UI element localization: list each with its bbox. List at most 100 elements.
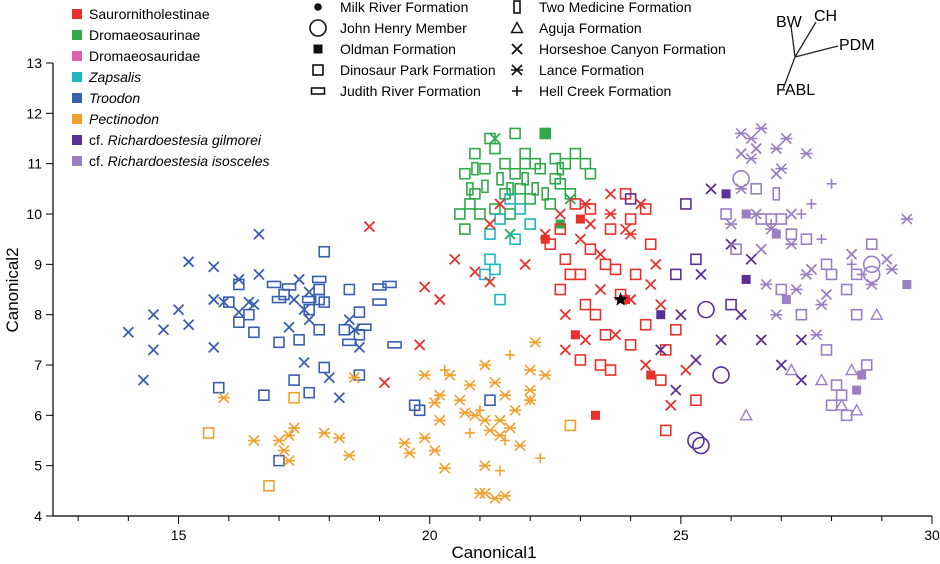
point-saur-lan [579,198,592,210]
point-pect-lan [468,409,481,421]
point-iso-lan [760,278,773,291]
point-pect-lan [478,414,491,426]
y-tick-label: 6 [34,407,42,423]
point-drom-tmf [471,161,479,176]
point-pect-lan [524,384,537,396]
point-iso-lan [725,218,738,230]
point-pect-lan [433,389,446,401]
point-saur-lan [624,228,637,240]
point-drom-dpf [529,157,541,170]
point-troo-jrf [301,295,317,304]
point-pect-lan [217,392,230,404]
point-iso-hcf [785,208,797,220]
point-saur-dpf [544,238,557,250]
point-saur-hcf [584,218,597,230]
point-gilm-hcf [795,334,808,346]
point-saur-dpf [624,213,637,225]
point-gilm-hcf [675,309,687,321]
point-iso-lan [785,238,798,250]
point-pect-hel [505,349,516,360]
point-saur-dpf [574,354,587,366]
point-gilm-hcf [705,183,717,195]
point-troo-dpf [353,369,366,381]
point-iso-dpf [830,379,843,391]
point-pect-dpf [202,427,215,439]
point-iso-hel [856,269,867,280]
plot-marks [122,122,913,504]
point-saur-dpf [564,268,577,281]
point-iso-lan [770,143,783,155]
x-axis-label: Canonical1 [451,543,536,562]
legend-symbol-hcf [511,43,523,55]
point-iso-hcf [820,288,833,301]
point-iso-lan [900,213,913,225]
point-iso-jhm [862,255,881,274]
point-saur-dpf [609,263,622,276]
point-pect-lan [333,432,346,444]
point-gilm-old [721,189,731,199]
point-drom-dpf [559,157,572,170]
point-zap-dpf [484,228,496,240]
point-pect-lan [418,432,431,444]
point-zap-dpf [504,193,516,205]
point-saur-hcf [665,399,677,411]
legend-swatch-dromidae [72,51,82,61]
point-iso-dpf [720,208,732,220]
point-iso-dpf [730,243,742,256]
point-saur-hcf [645,278,657,291]
point-gilm-hcf [670,384,682,396]
point-saur-lan [604,208,617,220]
point-troo-dpf [223,296,235,308]
legend-symbol-milk [314,3,322,11]
legend-symbol-dpf [312,64,324,76]
point-troo-dpf [233,278,245,291]
point-iso-dpf [800,233,813,245]
point-troo-hcf [208,293,220,306]
point-drom-dpf [524,193,536,205]
point-troo-jrf [372,298,387,306]
legend-label-hel: Hell Creek Formation [539,83,671,99]
point-drom-dpf [499,157,511,170]
point-pect-hel [495,465,506,476]
point-pect-lan [494,414,507,426]
point-pect-dpf [564,419,577,432]
point-saur-dpf [599,328,612,341]
point-saur-dpf [594,359,607,371]
point-iso-dpf [825,268,838,281]
point-troo-hcf [147,309,160,321]
point-drom-tmf [556,161,565,176]
point-iso-lan [885,263,898,275]
point-iso-dpf [795,308,808,321]
point-troo-hcf [323,371,335,384]
point-iso-dpf [850,308,863,321]
point-saur-hcf [378,376,391,389]
point-saur-hcf [655,298,667,311]
point-troo-jrf [382,280,397,289]
y-tick-label: 9 [34,256,42,272]
point-pect-lan [524,364,537,376]
legend-label-milk: Milk River Formation [340,0,468,15]
y-tick-label: 11 [27,156,42,172]
point-iso-lan [745,153,758,165]
legend-swatch-iso [72,156,82,166]
legend-label-lan: Lance Formation [539,62,644,78]
legend-label-saur: Saurornitholestinae [89,6,210,22]
legend-symbol-tmf [513,0,521,14]
legend-taxa: Saurornitholestinae Dromaeosaurinae Dromae… [72,6,270,169]
point-iso-hcf [770,168,782,180]
point-saur-dpf [644,238,657,250]
y-tick-label: 12 [26,105,42,121]
point-iso-lan [745,132,758,145]
inset-label-ch: CH [814,8,837,25]
legend-symbol-hel [512,86,522,96]
point-iso-hel [806,198,817,209]
point-drom-tmf [521,171,529,186]
point-drom-dpf [584,167,597,180]
legend-label-jrf: Judith River Formation [340,83,481,99]
point-saur-old [646,370,656,380]
point-pect-hel [474,405,485,416]
x-tick-label: 30 [924,527,940,543]
point-saur-dpf [589,308,602,321]
point-iso-hel [816,234,827,245]
